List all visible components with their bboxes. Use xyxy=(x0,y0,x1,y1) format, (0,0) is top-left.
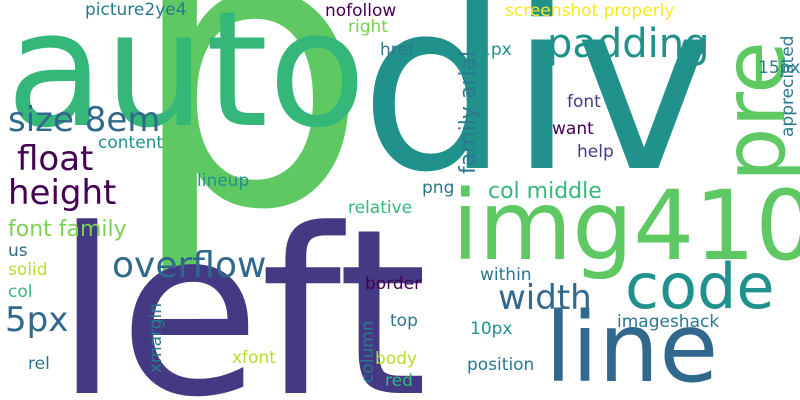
word-screenshot-properly: screenshot properly xyxy=(505,1,675,21)
word-font-family: font family xyxy=(8,217,127,242)
word-nofollow: nofollow xyxy=(325,1,397,21)
word-width: width xyxy=(498,278,592,318)
word-float: float xyxy=(17,139,94,179)
word-lineup: lineup xyxy=(197,171,250,191)
word-position: position xyxy=(467,355,535,375)
word-xmargin: xmargin xyxy=(146,302,166,373)
word-height: height xyxy=(8,173,117,213)
word-help: help xyxy=(577,142,614,162)
word-within: within xyxy=(480,265,532,285)
word-5px: 5px xyxy=(5,300,69,340)
word-xfont: xfont xyxy=(232,348,276,368)
word-15px: 15px xyxy=(758,58,800,78)
word-auto: auto xyxy=(6,0,367,163)
word-line: line xyxy=(545,292,719,400)
word-col: col xyxy=(8,282,33,302)
word-png: png xyxy=(422,178,455,198)
word-div: div xyxy=(360,0,714,224)
word-col-middle: col middle xyxy=(488,179,602,204)
word-family-arial: family arial xyxy=(456,50,481,174)
word-href: href xyxy=(380,40,414,60)
word-padding: padding xyxy=(547,21,710,67)
word-img410: img410 xyxy=(452,170,800,282)
word-solid: solid xyxy=(8,260,48,280)
word-font: font xyxy=(567,92,601,112)
word-code: code xyxy=(625,250,775,323)
word-overflow: overflow xyxy=(112,245,267,286)
word-red: red xyxy=(385,371,413,391)
word-left: left xyxy=(55,181,428,400)
word-right: right xyxy=(348,17,388,37)
word-content: content xyxy=(98,133,164,153)
word-size-8em: size 8em xyxy=(8,100,161,140)
word-imageshack: imageshack xyxy=(617,312,720,332)
word-rel: rel xyxy=(28,354,50,374)
word-body: body xyxy=(375,349,418,369)
word-p: p xyxy=(128,0,370,293)
word-10px: 10px xyxy=(470,319,513,339)
word-want: want xyxy=(552,119,594,139)
word-relative: relative xyxy=(348,198,413,218)
word-us: us xyxy=(8,241,28,261)
word-border: border xyxy=(365,274,422,294)
word-appreciated: appreciated xyxy=(778,35,798,137)
word-picture2ye4: picture2ye4 xyxy=(85,0,187,20)
word-top: top xyxy=(390,311,418,331)
word-1px: 1px xyxy=(480,40,512,60)
